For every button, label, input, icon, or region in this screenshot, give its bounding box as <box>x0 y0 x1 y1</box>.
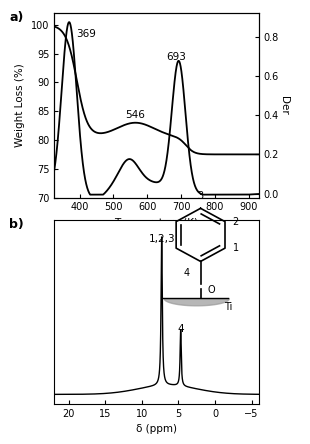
Text: 3: 3 <box>197 191 204 201</box>
Text: 2: 2 <box>232 217 239 226</box>
Text: 1,2,3: 1,2,3 <box>148 234 175 244</box>
Text: 4: 4 <box>177 324 184 334</box>
X-axis label: Temperature (K): Temperature (K) <box>115 218 198 228</box>
Text: 369: 369 <box>76 29 96 39</box>
Text: 1: 1 <box>232 243 239 253</box>
Y-axis label: Weight Loss (%): Weight Loss (%) <box>16 63 25 147</box>
Text: O: O <box>207 285 215 295</box>
Text: a): a) <box>9 12 24 24</box>
X-axis label: δ (ppm): δ (ppm) <box>136 424 177 435</box>
Text: Ti: Ti <box>224 302 233 312</box>
Y-axis label: Der: Der <box>279 96 289 115</box>
Text: 4: 4 <box>184 268 190 278</box>
Text: 546: 546 <box>125 110 145 120</box>
Text: 693: 693 <box>166 52 186 62</box>
Text: b): b) <box>9 218 24 231</box>
